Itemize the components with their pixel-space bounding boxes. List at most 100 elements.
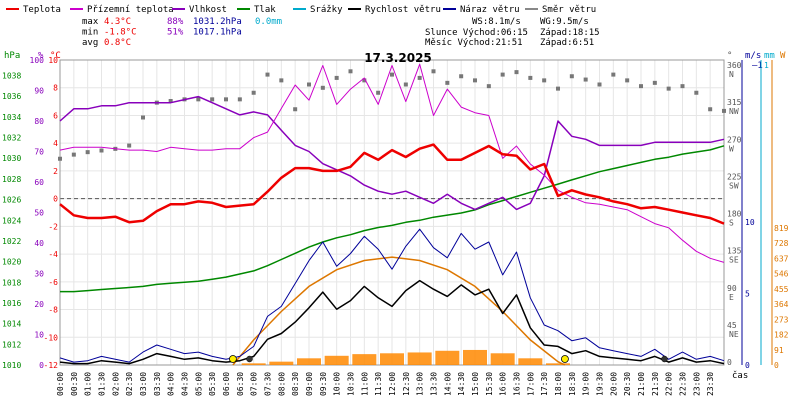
- wind-direction-point: [666, 86, 671, 91]
- x-label: 11:30: [374, 372, 383, 396]
- x-label: 14:00: [443, 372, 452, 396]
- solar-bar: [324, 355, 349, 365]
- solar-bar: [463, 349, 487, 365]
- x-label: 21:00: [637, 372, 646, 396]
- x-label: 20:00: [609, 372, 618, 396]
- wind-direction-point: [473, 78, 477, 83]
- chart-title: 17.3.2025: [364, 51, 432, 65]
- ms-tick: 5: [745, 290, 750, 299]
- pct-tick: 50: [34, 209, 44, 218]
- x-label: 03:30: [153, 372, 162, 396]
- unit-hpa: hPa: [4, 51, 20, 61]
- w-tick: 819: [774, 224, 789, 233]
- legend-label: Rychlost větru: [365, 5, 441, 15]
- pct-tick: 20: [34, 300, 44, 309]
- wind-direction-point: [58, 156, 62, 161]
- x-label: 00:30: [70, 372, 79, 396]
- hpa-tick: 1016: [2, 299, 21, 308]
- x-label: 09:00: [305, 372, 314, 396]
- wind-direction-point: [293, 107, 298, 112]
- legend-label: Vlhkost: [189, 5, 227, 15]
- temp-tick: 8: [53, 84, 58, 93]
- solar-bar: [380, 353, 404, 365]
- pct-tick: 40: [34, 239, 44, 248]
- solar-bar: [546, 363, 570, 365]
- unit-time: čas: [732, 370, 748, 381]
- moonset-marker: [246, 355, 253, 363]
- stat-label: min: [82, 28, 98, 38]
- pct-tick: 30: [34, 270, 44, 279]
- hpa-tick: 1030: [2, 154, 21, 163]
- hpa-tick: 1038: [2, 72, 21, 81]
- solar-bar: [241, 363, 266, 365]
- w-tick: 364: [774, 300, 789, 309]
- wind-direction-point: [237, 97, 242, 102]
- stat-ws: WS:8.1m/s: [472, 17, 521, 27]
- pct-tick: 60: [34, 178, 44, 187]
- dir-tick-letter: SE: [729, 256, 739, 265]
- dir-tick: 180: [727, 210, 742, 219]
- hpa-tick: 1028: [2, 175, 21, 184]
- w-tick: 0: [774, 361, 779, 370]
- unit-mm: mm: [764, 51, 775, 61]
- legend-label: Přízemní teplota: [87, 5, 174, 15]
- x-label: 15:00: [471, 372, 480, 396]
- x-label: 04:00: [167, 372, 176, 396]
- x-label: 10:00: [333, 372, 342, 396]
- pct-tick: 70: [34, 148, 44, 157]
- dir-tick: 360: [727, 61, 742, 70]
- wind-direction-point: [348, 69, 353, 74]
- wind-direction-point: [708, 107, 713, 112]
- hpa-tick: 1020: [2, 258, 21, 267]
- wind-direction-point: [542, 78, 547, 83]
- wind-direction-point: [459, 74, 464, 79]
- x-label: 20:30: [623, 372, 632, 396]
- x-label: 00:00: [56, 372, 65, 396]
- dir-tick: 45: [727, 321, 737, 330]
- dir-tick: 225: [727, 172, 742, 181]
- wind-direction-point: [445, 80, 450, 85]
- hpa-tick: 1026: [2, 196, 21, 205]
- stat-hum: 88%: [167, 17, 184, 27]
- wind-direction-point: [722, 108, 726, 113]
- x-label: 06:30: [236, 372, 245, 396]
- wind-direction-point: [500, 72, 505, 77]
- x-label: 22:00: [665, 372, 674, 396]
- chart-legend: Teplota Přízemní teplota Vlhkost Tlak Srážky…: [6, 5, 596, 15]
- wind-direction-point: [583, 77, 588, 82]
- temp-tick: 6: [53, 111, 58, 120]
- legend-label: Teplota: [23, 5, 61, 15]
- w-tick: 546: [774, 270, 789, 279]
- x-label: 10:30: [347, 372, 356, 396]
- wind-direction-point: [639, 84, 643, 89]
- pct-tick: 80: [34, 117, 44, 126]
- stat-hum: 51%: [167, 28, 184, 38]
- ms-tick: 0: [745, 361, 750, 370]
- w-tick: 637: [774, 254, 789, 263]
- x-axis-labels: 00:00 00:30 01:00 01:30 02:00 02:30 03:00 03:30…: [56, 372, 715, 396]
- hpa-tick: 1024: [2, 216, 21, 225]
- x-label: 19:30: [596, 372, 605, 396]
- wind-direction-point: [334, 75, 339, 80]
- wind-direction-point: [569, 74, 574, 79]
- unit-ms: m/s: [745, 51, 761, 61]
- x-label: 04:30: [181, 372, 190, 396]
- x-label: 01:00: [84, 372, 93, 396]
- hpa-tick: 1012: [2, 340, 21, 349]
- wind-direction-point: [611, 72, 616, 77]
- series-line-p-zemn-teplota: [59, 63, 725, 263]
- temp-tick: -10: [44, 333, 59, 342]
- wind-direction-point: [279, 78, 284, 83]
- wind-direction-point: [403, 82, 408, 87]
- wind-direction-point: [99, 148, 104, 153]
- wind-direction-point: [652, 80, 657, 85]
- w-tick: 182: [774, 331, 789, 340]
- solar-radiation-area: [241, 349, 570, 365]
- wind-direction-point: [528, 75, 533, 80]
- wind-direction-point: [320, 85, 325, 90]
- x-label: 07:30: [264, 372, 273, 396]
- wind-direction-point: [694, 90, 699, 95]
- x-label: 21:30: [651, 372, 660, 396]
- x-label: 12:30: [402, 372, 411, 396]
